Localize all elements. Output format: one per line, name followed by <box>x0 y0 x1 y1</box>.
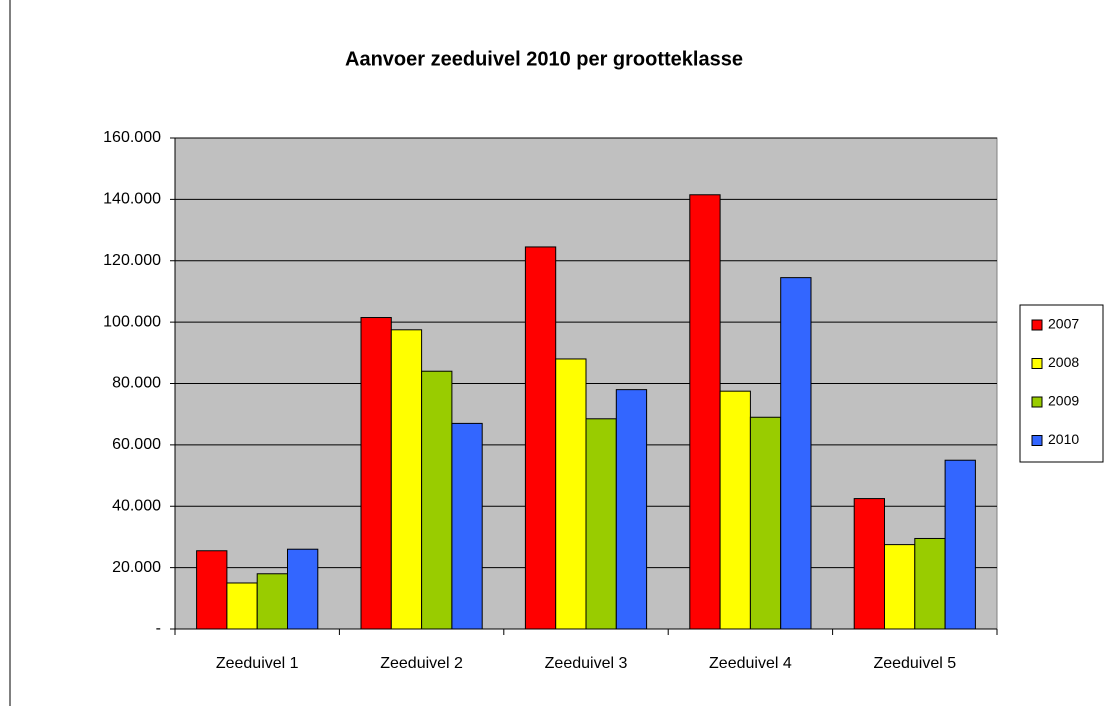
bar <box>749 416 782 630</box>
bar <box>256 573 289 630</box>
x-tick-label: Zeeduivel 3 <box>545 655 628 672</box>
x-tick-label: Zeeduivel 1 <box>216 655 299 672</box>
bar <box>451 422 483 630</box>
bar <box>884 544 916 630</box>
x-tick-label: Zeeduivel 2 <box>380 655 463 672</box>
bar <box>944 459 976 630</box>
legend-swatch <box>1031 435 1043 446</box>
x-tick-label: Zeeduivel 4 <box>709 655 792 672</box>
bar <box>615 389 648 630</box>
y-tick-label: 40.000 <box>112 497 161 514</box>
legend-label: 2007 <box>1048 316 1079 332</box>
legend-swatch <box>1031 396 1043 408</box>
y-tick-label: 160.000 <box>103 129 161 146</box>
chart-title: Aanvoer zeeduivel 2010 per grootteklasse <box>345 48 743 70</box>
legend-swatch <box>1031 358 1043 369</box>
bar <box>524 246 557 630</box>
bar <box>689 194 721 630</box>
bar <box>585 418 617 630</box>
bar <box>780 277 812 630</box>
bar <box>555 358 587 630</box>
y-tick-label: 20.000 <box>112 559 161 576</box>
y-tick-label: - <box>156 620 161 637</box>
y-tick-label: 80.000 <box>112 375 161 392</box>
bar <box>719 390 751 630</box>
bar <box>914 537 946 630</box>
y-tick-label: 120.000 <box>103 252 161 269</box>
bar <box>226 582 258 630</box>
legend-label: 2008 <box>1048 354 1079 370</box>
bar <box>853 498 886 630</box>
legend-swatch <box>1031 319 1043 331</box>
bar <box>360 317 392 630</box>
y-tick-label: 60.000 <box>112 436 161 453</box>
y-tick-label: 100.000 <box>103 313 161 330</box>
bar <box>390 329 423 630</box>
bar <box>287 548 319 630</box>
legend-label: 2009 <box>1048 393 1079 409</box>
x-tick-label: Zeeduivel 5 <box>873 655 956 672</box>
bar <box>421 370 453 630</box>
bar <box>196 550 228 630</box>
y-tick-label: 140.000 <box>103 191 161 208</box>
legend-label: 2010 <box>1048 431 1079 447</box>
